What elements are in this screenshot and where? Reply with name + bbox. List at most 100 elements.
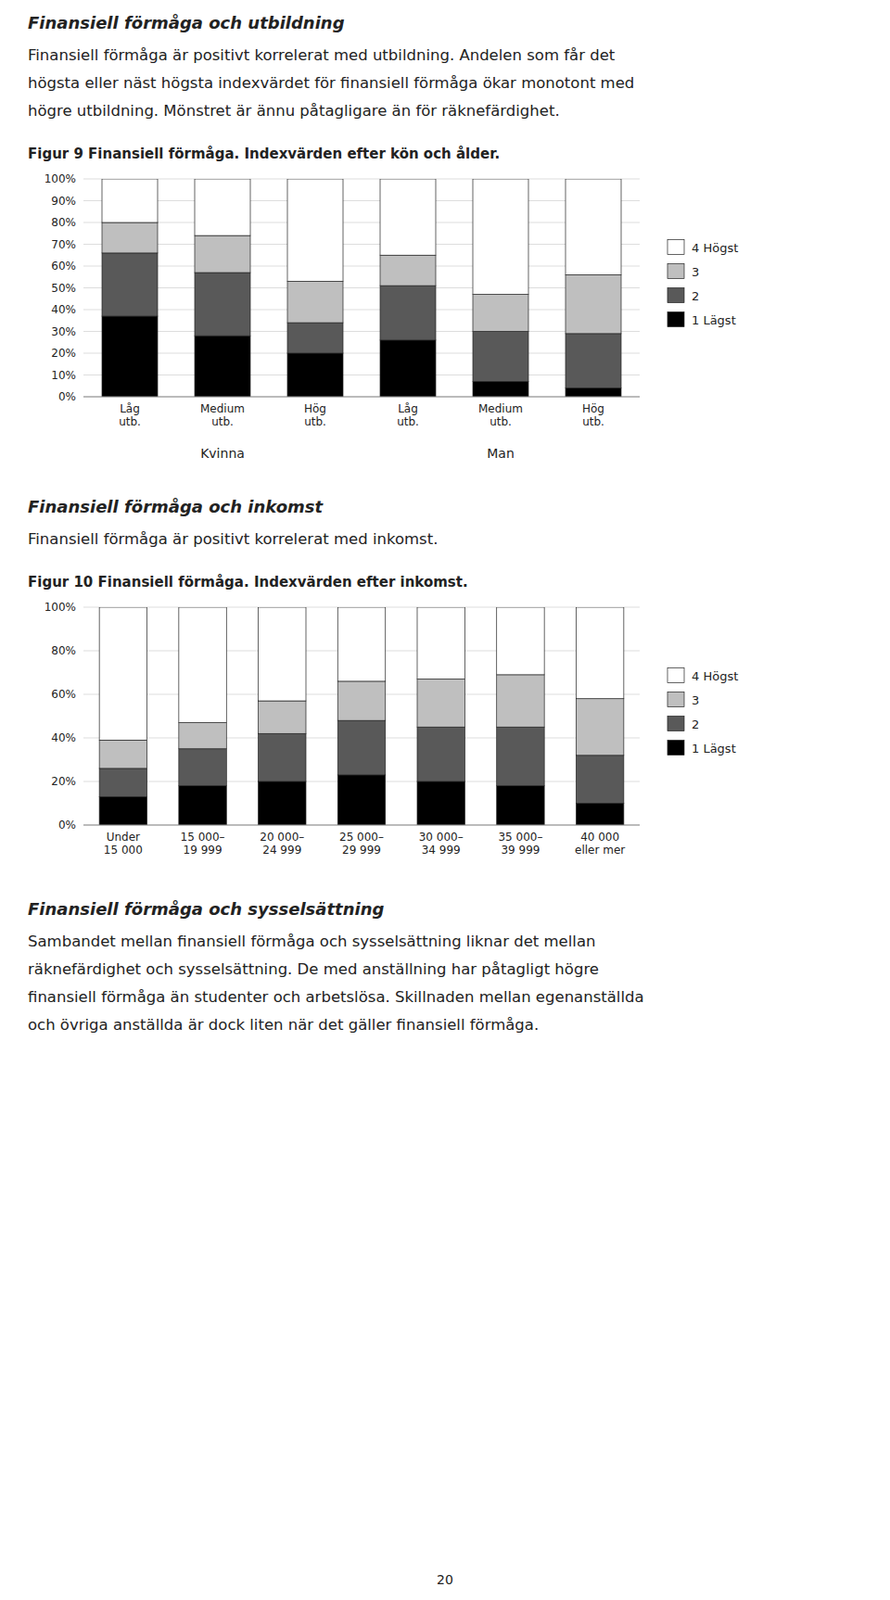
y-tick-label: 40% (50, 731, 77, 745)
x-tick-label-line: 40 000 (580, 830, 620, 844)
legend-swatch (667, 240, 685, 255)
bar-segment (380, 254, 436, 286)
body-line: Finansiell förmåga är positivt korrelera… (27, 41, 863, 70)
bar-segment (417, 607, 465, 680)
bar-segment (178, 607, 227, 724)
x-tick-label-line: 15 000– (180, 830, 226, 844)
x-tick-label: 20 000–24 999 (259, 830, 305, 857)
x-tick-label-line: 30 000– (419, 830, 464, 844)
bar-segment (417, 679, 465, 728)
x-tick-label: Under15 000 (103, 830, 143, 857)
x-tick-label: 30 000–34 999 (419, 830, 464, 857)
y-tick-label: 70% (50, 238, 77, 252)
x-tick-label: 40 000eller mer (574, 830, 625, 857)
grid-line (83, 243, 640, 245)
section-heading: Finansiell förmåga och utbildning (27, 12, 863, 33)
x-tick-label-line: Låg (397, 402, 419, 416)
x-tick-label-line: utb. (582, 415, 605, 429)
body-line: Finansiell förmåga är positivt korrelera… (27, 525, 863, 554)
y-tick-label: 80% (50, 216, 77, 229)
bar-segment (101, 222, 158, 254)
chart-title: Figur 9 Finansiell förmåga. Indexvärden … (27, 145, 863, 163)
bar-segment (380, 178, 436, 255)
bar-segment (99, 768, 147, 798)
group-label: Man (486, 445, 515, 461)
grid-line (83, 222, 640, 224)
legend-label: 4 Högst (691, 669, 738, 684)
legend-label: 3 (691, 265, 700, 280)
bar-segment (472, 381, 529, 397)
x-tick-label-line: utb. (304, 415, 327, 429)
x-tick-label-line: 39 999 (500, 843, 540, 857)
bar-segment (178, 723, 227, 750)
bar-segment (101, 178, 158, 223)
x-tick-label: 35 000–39 999 (497, 830, 543, 857)
bars (101, 178, 622, 397)
x-tick-label-line: Medium (478, 402, 523, 416)
x-tick-label: Högutb. (582, 402, 605, 429)
bar-segment (337, 607, 385, 682)
legend-swatch (667, 716, 685, 732)
bar-segment (337, 775, 385, 826)
legend-swatch (667, 668, 685, 684)
legend-label: 1 Lägst (691, 741, 737, 756)
x-tick-label: 15 000–19 999 (180, 830, 226, 857)
group-label: Kvinna (200, 445, 245, 461)
y-tick-label: 20% (50, 346, 77, 360)
bar-segment (99, 796, 147, 826)
x-tick-label-line: utb. (489, 415, 512, 429)
legend-swatch (667, 312, 685, 328)
bar-segment (194, 272, 251, 336)
bar-segment (99, 607, 147, 740)
body-line: högsta eller näst högsta indexvärdet för… (27, 69, 863, 98)
legend-swatch (667, 264, 685, 280)
bar-segment (575, 607, 623, 700)
x-tick-label-line: 24 999 (262, 843, 302, 857)
y-tick-label: 90% (50, 194, 77, 208)
bar-segment (101, 253, 158, 317)
x-tick-label-line: 20 000– (259, 830, 305, 844)
y-tick-label: 100% (44, 172, 77, 186)
grid-line (83, 266, 640, 267)
bar-segment (472, 331, 529, 382)
legend-swatch (667, 740, 685, 756)
x-tick-label-line: Hög (304, 402, 327, 416)
body-line: högre utbildning. Mönstret är ännu påtag… (27, 97, 863, 126)
y-tick-label: 0% (58, 818, 77, 832)
y-tick-label: 30% (50, 325, 77, 339)
grid-line (83, 396, 640, 398)
legend-label: 1 Lägst (691, 313, 737, 328)
page-number: 20 (0, 1572, 890, 1588)
x-tick-label: 25 000–29 999 (339, 830, 384, 857)
bar-segment (287, 322, 344, 354)
body-line: räknefärdighet och sysselsättning. De me… (27, 955, 863, 984)
x-axis-line (83, 396, 640, 398)
bar-segment (472, 178, 529, 295)
bar-segment (380, 340, 436, 397)
grid-line (83, 353, 640, 355)
bar-segment (565, 388, 622, 397)
grid-line (83, 309, 640, 311)
bar-segment (496, 786, 545, 826)
chart: Figur 9 Finansiell förmåga. Indexvärden … (27, 145, 863, 473)
y-tick-label: 40% (50, 303, 77, 317)
x-tick-label: Mediumutb. (200, 402, 245, 429)
bar-segment (565, 333, 622, 389)
x-tick-label-line: utb. (118, 415, 141, 429)
grid-line (83, 374, 640, 376)
grid-line (83, 330, 640, 332)
bar-segment (287, 353, 344, 397)
bar-segment (258, 733, 306, 782)
grid-line (83, 825, 640, 827)
chart: Figur 10 Finansiell förmåga. Indexvärden… (27, 573, 863, 876)
bars (99, 607, 624, 826)
bar-segment (258, 607, 306, 701)
chart-svg: 0%20%40%60%80%100%Under15 00015 000–19 9… (27, 596, 863, 872)
bar-segment (101, 316, 158, 397)
x-tick-label-line: utb. (211, 415, 234, 429)
y-tick-label: 50% (50, 281, 77, 295)
bar-segment (565, 178, 622, 275)
grid-line (83, 287, 640, 289)
x-tick-label: Lågutb. (396, 402, 420, 429)
text-section: Finansiell förmåga och inkomstFinansiell… (27, 496, 863, 554)
